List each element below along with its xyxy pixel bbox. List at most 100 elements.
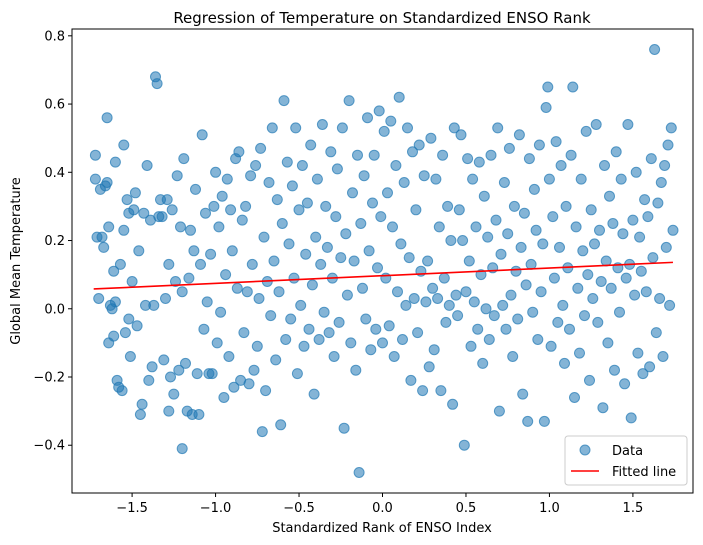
data-point [398,177,410,188]
data-point [320,200,332,212]
data-point [188,245,200,257]
data-point [647,252,659,264]
data-point [660,241,672,253]
data-point [560,200,572,212]
data-point [143,374,155,386]
data-point [442,200,454,212]
y-tick-label: 0.2 [44,234,65,249]
data-point [270,354,282,366]
data-point [490,214,502,226]
data-point [667,224,679,236]
data-point [413,139,425,151]
data-point [447,398,459,410]
data-point [457,235,469,246]
data-point [246,258,258,270]
data-point [200,207,211,219]
data-point [205,248,217,260]
data-point [503,142,515,154]
legend-fitted-line-label: Fitted line [612,465,676,480]
data-point [627,214,639,226]
data-point [296,160,308,171]
data-point [367,197,378,209]
data-point [507,351,519,362]
data-point [478,190,490,202]
data-point [321,241,333,253]
data-point [620,272,632,284]
x-tick-label: 0.0 [372,501,393,516]
data-point [290,122,302,134]
data-point [645,153,657,165]
data-point [510,265,522,277]
data-point [508,200,520,212]
data-point [617,228,629,240]
data-point [191,368,203,380]
y-tick-label: 0.8 [44,29,65,44]
data-point [629,289,641,301]
data-point [450,289,462,301]
data-point [505,289,517,301]
data-point [475,269,487,281]
y-tick-label: 0.0 [44,302,65,317]
data-point [388,351,400,362]
data-point [221,173,233,185]
data-point [263,177,275,188]
x-axis-label: Standardized Rank of ENSO Index [272,521,492,536]
data-point [310,231,322,243]
data-point [211,337,223,349]
data-point [250,160,262,171]
data-point [445,235,457,246]
data-point [532,334,544,345]
data-point [587,293,599,304]
data-point [353,467,365,478]
data-point [528,183,540,195]
data-point [477,357,489,369]
x-tick-label: 1.0 [539,501,560,516]
x-tick-label: −1.0 [200,501,232,516]
chart-title: Regression of Temperature on Standardize… [173,9,591,27]
data-point [109,296,121,308]
data-point [572,282,584,294]
data-point [357,282,368,294]
data-point [555,160,567,171]
data-point [530,224,542,236]
data-point [554,241,565,253]
data-point [470,221,482,233]
data-point [241,286,253,298]
data-point [590,119,602,130]
data-point [331,163,343,175]
data-point [664,299,676,311]
data-point [408,293,420,304]
data-point [502,228,514,240]
data-point [462,153,474,165]
data-point [265,310,277,322]
data-point [123,313,135,325]
data-point [156,211,168,223]
data-point [642,211,654,223]
data-point [333,316,345,328]
data-point [625,412,637,424]
data-point [540,102,552,113]
data-point [134,409,146,420]
y-tick-label: −0.2 [33,371,65,386]
data-point [323,327,335,339]
data-point [372,262,383,274]
data-point [170,276,181,287]
data-point [520,279,532,291]
data-point [614,306,625,318]
data-point [440,316,452,328]
data-point [131,320,143,332]
x-tick-label: 1.5 [623,501,644,516]
data-point [665,122,677,134]
data-point [96,231,108,243]
data-point [559,357,570,369]
data-point [619,378,631,390]
data-point [240,200,252,212]
data-point [443,299,455,311]
data-point [575,173,587,185]
data-point [133,245,145,257]
data-point [458,439,470,451]
data-point [655,177,667,188]
data-point [460,286,472,298]
data-point [360,313,372,325]
data-point [569,392,580,403]
